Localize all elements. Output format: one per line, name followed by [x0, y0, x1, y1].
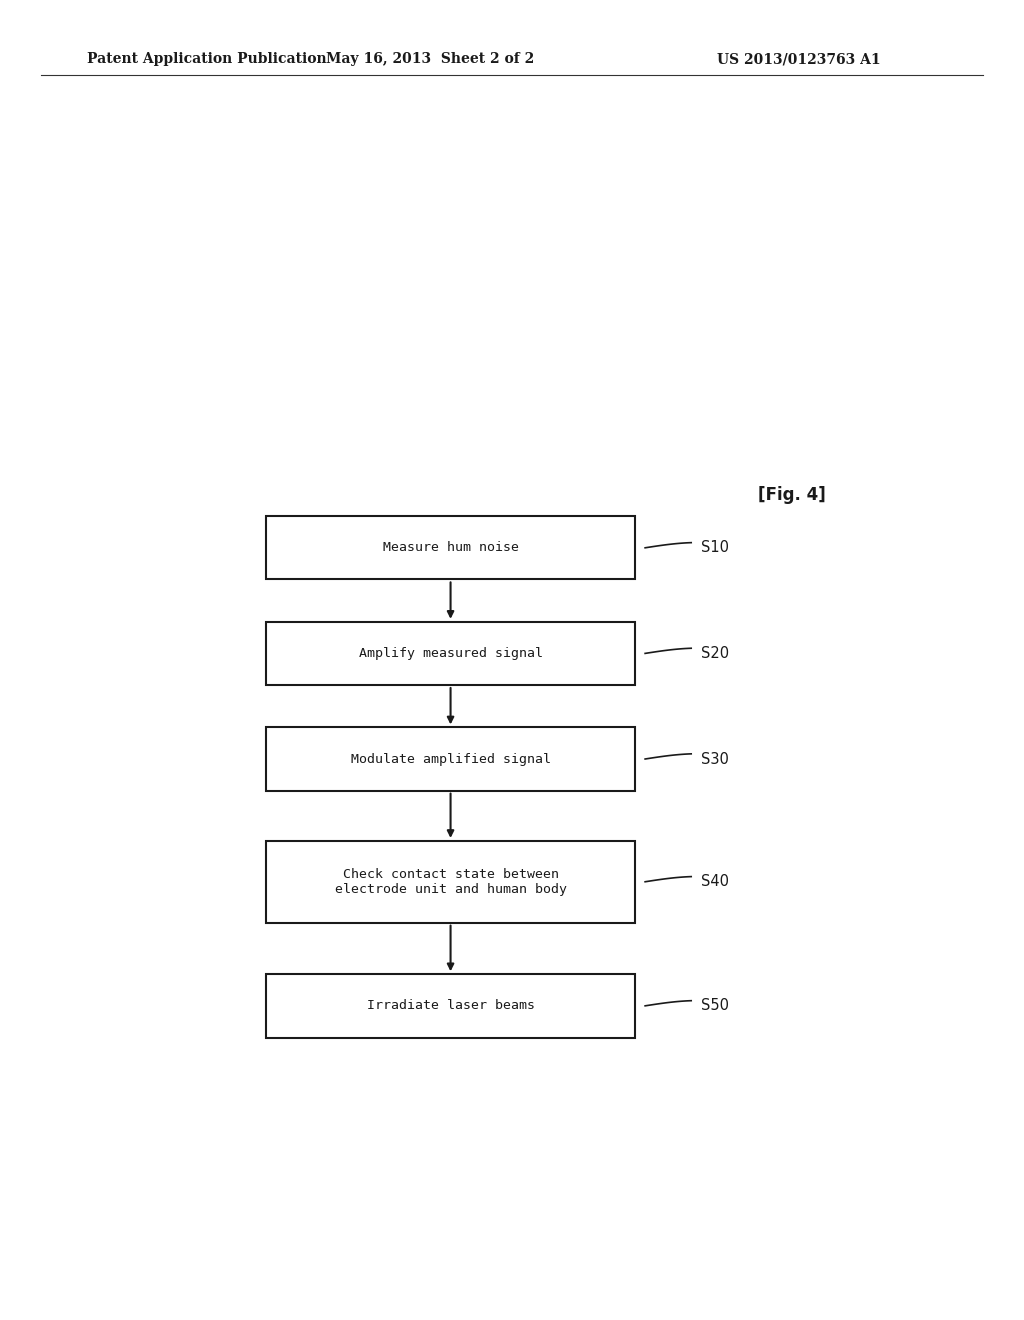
- FancyBboxPatch shape: [266, 974, 635, 1038]
- FancyBboxPatch shape: [266, 622, 635, 685]
- Text: Amplify measured signal: Amplify measured signal: [358, 647, 543, 660]
- Text: S10: S10: [701, 540, 729, 556]
- Text: Check contact state between
electrode unit and human body: Check contact state between electrode un…: [335, 867, 566, 896]
- Text: S40: S40: [701, 874, 729, 890]
- Text: S30: S30: [701, 751, 729, 767]
- FancyBboxPatch shape: [266, 841, 635, 923]
- Text: S50: S50: [701, 998, 729, 1014]
- Text: Irradiate laser beams: Irradiate laser beams: [367, 999, 535, 1012]
- Text: US 2013/0123763 A1: US 2013/0123763 A1: [717, 53, 881, 66]
- Text: S20: S20: [701, 645, 729, 661]
- Text: Measure hum noise: Measure hum noise: [383, 541, 518, 554]
- FancyBboxPatch shape: [266, 727, 635, 791]
- FancyBboxPatch shape: [266, 516, 635, 579]
- Text: Patent Application Publication: Patent Application Publication: [87, 53, 327, 66]
- Text: [Fig. 4]: [Fig. 4]: [758, 486, 825, 504]
- Text: May 16, 2013  Sheet 2 of 2: May 16, 2013 Sheet 2 of 2: [326, 53, 535, 66]
- Text: Modulate amplified signal: Modulate amplified signal: [350, 752, 551, 766]
